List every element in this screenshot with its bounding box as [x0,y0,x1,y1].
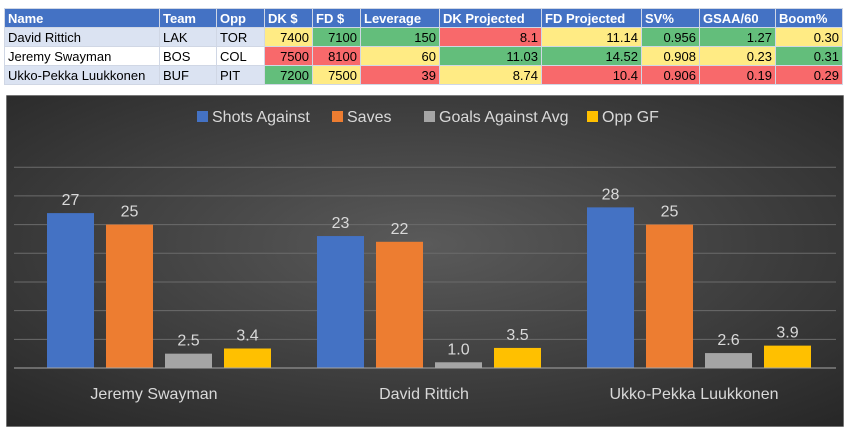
table-cell: 7500 [312,65,361,85]
column-header-team: Team [159,8,217,28]
category-label: David Rittich [379,386,469,403]
table-cell: TOR [216,27,265,47]
table-cell: COL [216,46,265,66]
bar [705,353,752,368]
legend-swatch [332,111,343,122]
table-cell: Ukko-Pekka Luukkonen [4,65,160,85]
legend-swatch [424,111,435,122]
category-label: Jeremy Swayman [90,386,217,403]
column-header-fd-projected: FD Projected [541,8,642,28]
table-cell: 10.4 [541,65,642,85]
legend-label: Saves [347,109,391,126]
column-header-opp: Opp [216,8,265,28]
column-header-name: Name [4,8,160,28]
data-label: 2.5 [177,333,199,350]
data-label: 23 [332,215,350,232]
table-cell: LAK [159,27,217,47]
data-label: 28 [602,186,620,203]
bar [165,353,212,368]
bars: 27 25 2.5 3.4 23 22 1.0 3.5 28 25 2.6 3.9 [47,186,811,368]
data-label: 27 [62,192,80,209]
table-cell: 0.906 [641,65,700,85]
column-header-leverage: Leverage [360,8,440,28]
legend-swatch [587,111,598,122]
bar [764,345,811,368]
table-cell: 8100 [312,46,361,66]
table-cell: 0.908 [641,46,700,66]
data-label: 3.4 [236,327,258,344]
table-cell: BUF [159,65,217,85]
bar [646,224,693,368]
data-label: 22 [391,221,409,238]
data-label: 3.5 [506,327,528,344]
goalie-stats-table: Name Team Opp DK $ FD $ Leverage DK Projected F… [4,8,843,85]
table-cell: 0.30 [775,27,843,47]
column-header-boom: Boom% [775,8,843,28]
bar [224,348,271,368]
table-cell: BOS [159,46,217,66]
table-cell: 7400 [264,27,313,47]
table-cell: 1.27 [699,27,776,47]
table-row: Ukko-Pekka Luukkonen BUF PIT 7200 7500 39 8.74… [4,65,843,85]
table-cell: 11.14 [541,27,642,47]
table-cell: 0.31 [775,46,843,66]
table-header-row: Name Team Opp DK $ FD $ Leverage DK Projected F… [4,8,843,28]
column-header-fd: FD $ [312,8,361,28]
table-row: David Rittich LAK TOR 7400 7100 150 8.1 11.14 0.… [4,27,843,47]
table-cell: 8.74 [439,65,542,85]
legend-label: Shots Against [212,109,310,126]
legend-label: Opp GF [602,109,659,126]
table-cell: 0.956 [641,27,700,47]
category-label: Ukko-Pekka Luukkonen [610,386,779,403]
data-label: 3.9 [776,325,798,342]
data-label: 2.6 [717,332,739,349]
legend: Shots Against Saves Goals Against Avg Opp G… [197,109,659,126]
table-cell: 7100 [312,27,361,47]
bar [494,347,541,368]
table-cell: 8.1 [439,27,542,47]
goalie-bar-chart: Shots Against Saves Goals Against Avg Opp G… [6,95,844,427]
data-label: 25 [661,204,679,221]
table-cell: 14.52 [541,46,642,66]
column-header-sv: SV% [641,8,700,28]
table-cell: PIT [216,65,265,85]
chart-svg: Shots Against Saves Goals Against Avg Opp G… [6,95,844,427]
column-header-dk: DK $ [264,8,313,28]
bar [435,362,482,368]
table-cell: 0.29 [775,65,843,85]
column-header-dk-projected: DK Projected [439,8,542,28]
table-cell: 7500 [264,46,313,66]
x-axis: Jeremy Swayman David Rittich Ukko-Pekka Lu… [14,367,836,403]
bar [106,224,153,368]
bar [317,236,364,368]
table-cell: 11.03 [439,46,542,66]
table-cell: Jeremy Swayman [4,46,160,66]
table-cell: 60 [360,46,440,66]
bar [376,241,423,368]
data-label: 25 [121,204,139,221]
bar [47,213,94,368]
table-cell: 0.23 [699,46,776,66]
table-cell: 39 [360,65,440,85]
bar [587,207,634,368]
legend-swatch [197,111,208,122]
table-cell: 7200 [264,65,313,85]
table-cell: 150 [360,27,440,47]
table-row: Jeremy Swayman BOS COL 7500 8100 60 11.03 14.52… [4,46,843,66]
table-cell: David Rittich [4,27,160,47]
column-header-gsaa-60: GSAA/60 [699,8,776,28]
data-label: 1.0 [447,341,469,358]
legend-label: Goals Against Avg [439,109,569,126]
table-cell: 0.19 [699,65,776,85]
